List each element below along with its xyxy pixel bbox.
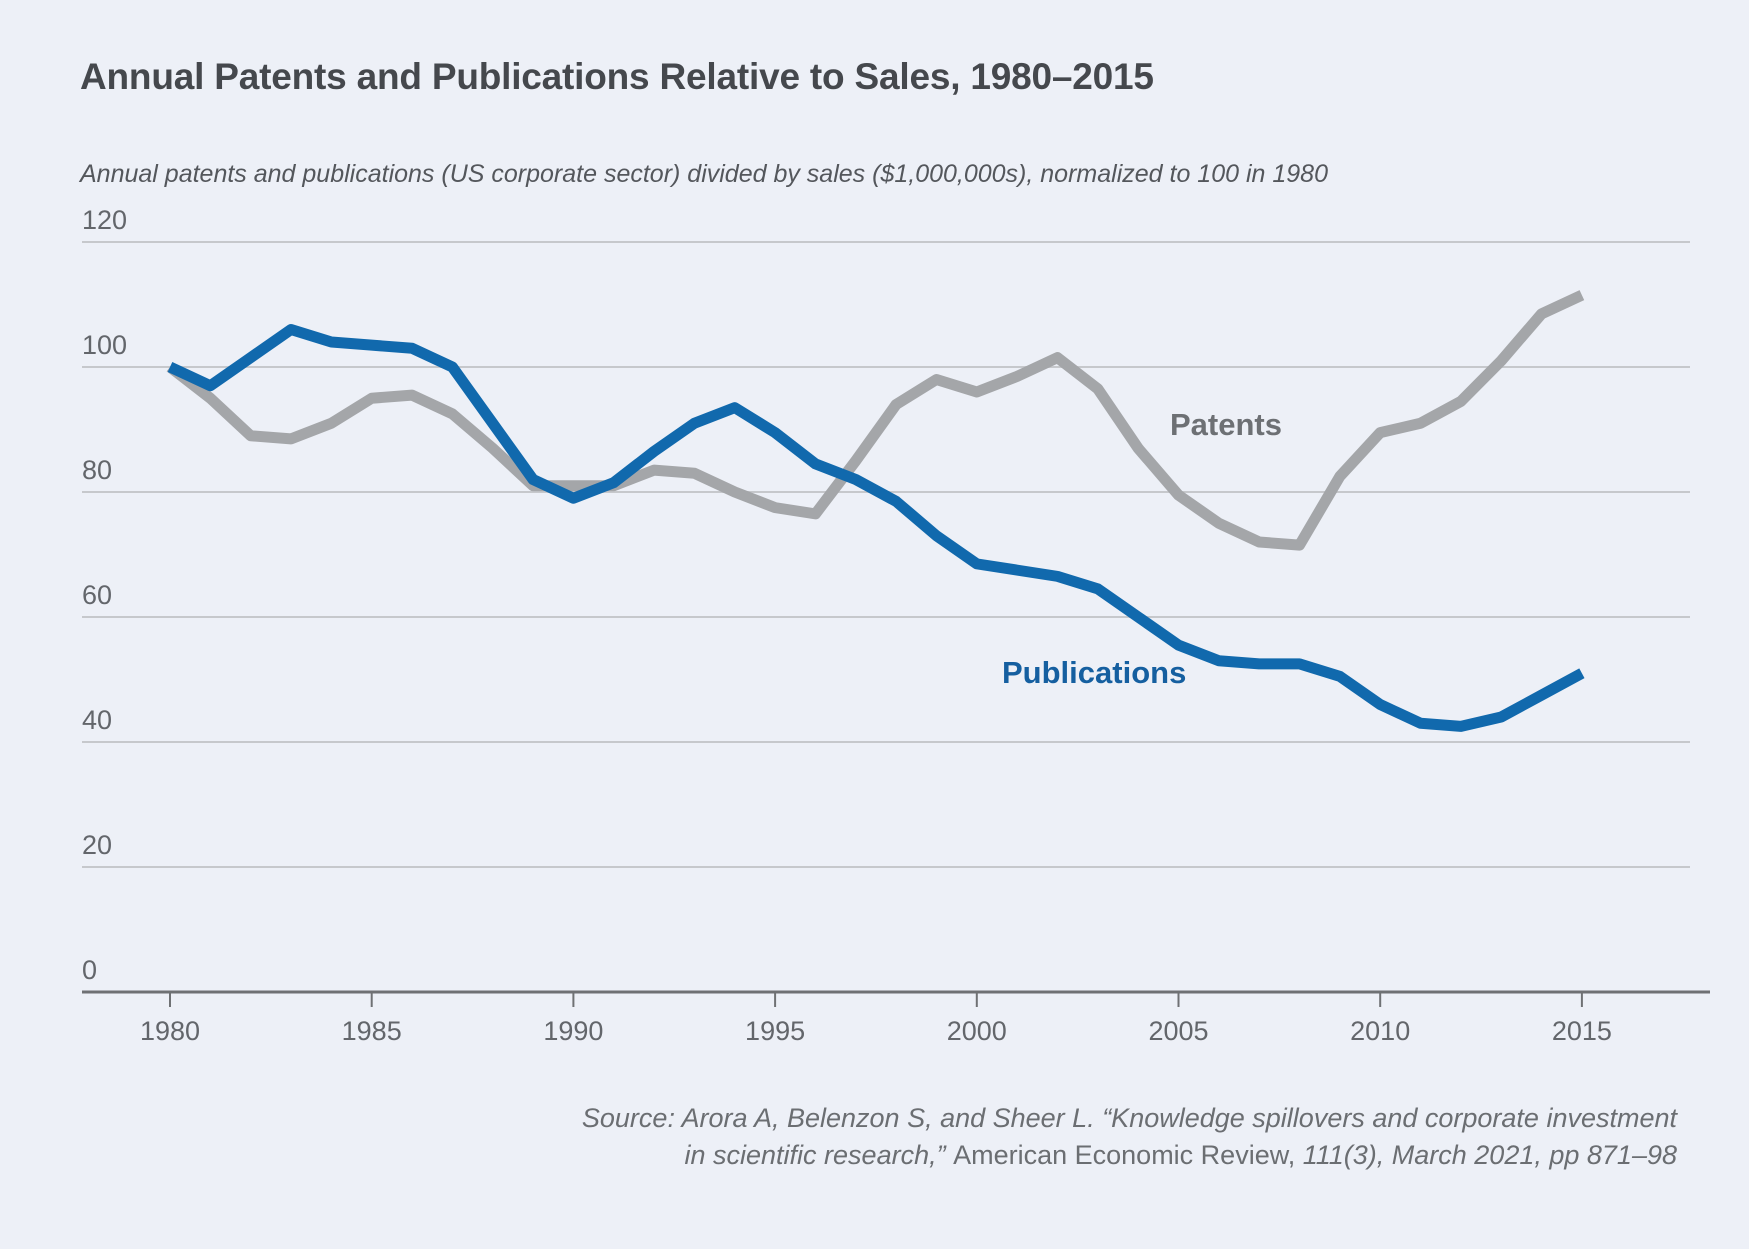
y-tick-label-100: 100 [82, 330, 128, 360]
x-tick-label-1980: 1980 [139, 1016, 201, 1046]
source-line-1: Source: Arora A, Belenzon S, and Sheer L… [581, 1103, 1677, 1133]
x-tick-label-2005: 2005 [1148, 1016, 1209, 1046]
y-tick-label-120: 120 [82, 205, 128, 235]
x-tick-label-2015: 2015 [1551, 1016, 1612, 1046]
patents-series-label: Patents [1170, 407, 1282, 442]
source-line-2: in scientific research,” American Econom… [684, 1140, 1678, 1170]
x-tick-label-1995: 1995 [745, 1016, 806, 1046]
y-tick-label-20: 20 [82, 830, 113, 860]
patents-line [166, 290, 1585, 551]
x-tick-label-1985: 1985 [341, 1016, 402, 1046]
y-tick-label-40: 40 [82, 705, 113, 735]
x-tick-label-2000: 2000 [946, 1016, 1007, 1046]
y-tick-label-80: 80 [82, 455, 113, 485]
journal-name: American Economic Review, [953, 1140, 1296, 1170]
publications-series-label: Publications [1002, 655, 1187, 690]
source-citation: Source: Arora A, Belenzon S, and Sheer L… [377, 1100, 1677, 1174]
chart-subtitle: Annual patents and publications (US corp… [80, 160, 1328, 188]
publications-line [167, 324, 1585, 732]
y-tick-label-0: 0 [82, 955, 98, 985]
chart-title: Annual Patents and Publications Relative… [80, 56, 1154, 97]
y-tick-label-60: 60 [82, 580, 113, 610]
x-tick-label-1990: 1990 [543, 1016, 604, 1046]
x-tick-label-2010: 2010 [1350, 1016, 1411, 1046]
